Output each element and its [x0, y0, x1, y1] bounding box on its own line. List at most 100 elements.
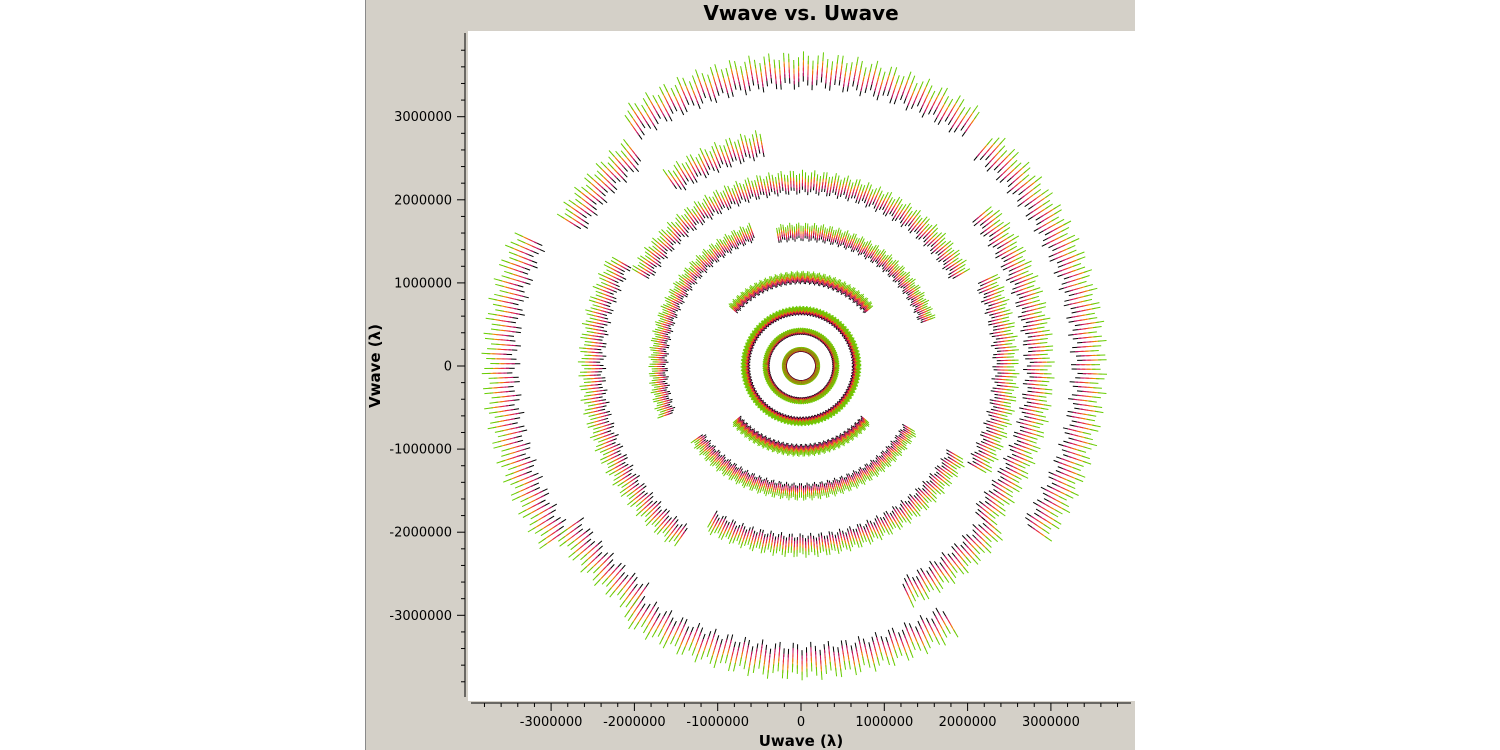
uv-point [539, 543, 547, 550]
uv-point [817, 550, 819, 558]
uv-point [1044, 388, 1053, 391]
uv-point [501, 453, 510, 457]
uv-point [1093, 326, 1102, 329]
uv-point [860, 60, 863, 70]
uv-point [1097, 392, 1107, 394]
uv-point [657, 94, 663, 103]
uv-point [1082, 460, 1092, 465]
uv-point [497, 434, 507, 438]
uv-point [520, 497, 529, 503]
uv-point [850, 62, 853, 71]
uv-point [568, 199, 576, 206]
uv-point [634, 103, 640, 111]
uv-point [1028, 175, 1036, 182]
uv-point [620, 150, 627, 158]
uv-point [911, 75, 916, 84]
uv-point [493, 278, 503, 282]
plot-area [468, 31, 1136, 701]
uv-point [1077, 449, 1087, 453]
uv-point [878, 67, 882, 77]
uv-point [836, 55, 839, 64]
uv-point [556, 213, 565, 219]
uv-point [1039, 384, 1048, 386]
uv-point [585, 184, 593, 191]
uv-point [495, 283, 504, 287]
uv-point [709, 66, 714, 76]
uv-point [784, 550, 786, 557]
uv-point [875, 60, 879, 70]
uv-point [657, 628, 663, 637]
uv-point [499, 290, 509, 294]
uv-point [584, 177, 592, 184]
uv-point [492, 440, 502, 444]
uv-point [575, 198, 583, 205]
uv-point [781, 548, 784, 556]
uv-point [615, 150, 622, 158]
uv-point [948, 98, 954, 107]
uv-point [783, 174, 786, 182]
uv-point [893, 67, 898, 76]
uv-point [487, 348, 496, 350]
uv-point [527, 527, 536, 533]
uv-point [1087, 414, 1097, 417]
uv-point [488, 411, 498, 414]
uv-point [942, 87, 948, 96]
uv-point [826, 58, 829, 68]
uv-point [564, 213, 572, 219]
uv-point [811, 225, 813, 232]
uv-point [487, 313, 497, 316]
uv-point [642, 625, 649, 634]
uv-point [1066, 234, 1076, 240]
uv-point [1090, 350, 1099, 352]
uv-point [1086, 312, 1095, 316]
uv-point [1045, 345, 1054, 348]
uv-point [627, 110, 634, 119]
uv-point [659, 86, 664, 95]
uv-point [1008, 148, 1016, 156]
uv-point [959, 99, 965, 107]
uv-point [820, 671, 823, 680]
uv-point [925, 78, 931, 87]
uv-point [1086, 418, 1096, 422]
uv-point [927, 85, 933, 94]
uv-point [728, 60, 732, 69]
uv-point [565, 208, 573, 214]
uv-point [1011, 386, 1019, 388]
uv-point [670, 636, 675, 645]
uv-point [538, 537, 546, 544]
uv-point [695, 69, 699, 78]
uv-point [1082, 432, 1092, 435]
uv-point [1051, 523, 1060, 530]
uv-point [581, 186, 589, 193]
uv-point [1012, 151, 1019, 159]
uv-point [628, 621, 634, 630]
uv-point [1067, 244, 1076, 250]
uv-point [505, 472, 514, 477]
uv-point [919, 81, 924, 90]
uv-point [1070, 491, 1079, 496]
uv-point [522, 512, 531, 518]
uv-point [1088, 331, 1097, 334]
uv-point [786, 175, 789, 182]
uv-point [651, 629, 657, 638]
uv-point [489, 401, 499, 404]
uv-point [986, 138, 993, 146]
uv-point [517, 239, 526, 244]
uv-point [1083, 269, 1093, 273]
uv-point [595, 163, 603, 170]
uv-point [583, 381, 592, 383]
uv-point [744, 61, 747, 71]
uv-point [501, 259, 510, 264]
uv-point [1089, 382, 1099, 384]
uv-point [780, 170, 783, 178]
uv-point [628, 102, 634, 111]
uv-point [1022, 161, 1030, 169]
uv-point [663, 83, 668, 93]
uv-point [1077, 473, 1086, 478]
uv-point [1061, 226, 1070, 232]
uv-point [563, 201, 571, 207]
uv-point [813, 548, 816, 556]
uv-point [676, 646, 681, 655]
uv-point [505, 244, 514, 249]
uv-point [521, 502, 531, 508]
